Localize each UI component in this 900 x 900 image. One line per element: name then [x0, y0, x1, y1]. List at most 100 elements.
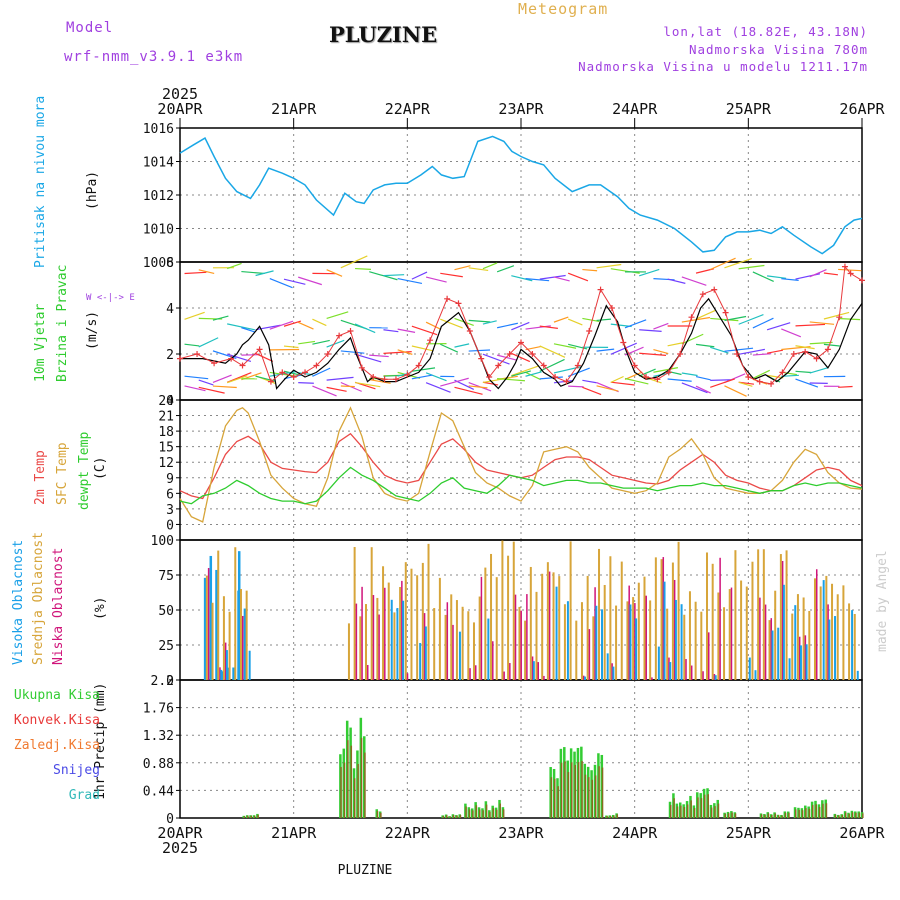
precip-bar-conv [771, 814, 773, 818]
wind-arrow [695, 375, 711, 381]
cloud-bar-low [651, 677, 653, 680]
wind-arrow [553, 316, 569, 323]
precip-bar-conv [247, 815, 249, 818]
y-tick-label: 6 [166, 256, 174, 271]
wind-arrow [639, 268, 660, 277]
cloud-bar-low [764, 604, 767, 680]
wind-arrow [838, 385, 853, 388]
wind-arrow [567, 367, 590, 378]
wind-arrow [440, 343, 459, 353]
precip-bar-conv [475, 805, 478, 818]
cloud-bar-mid [347, 623, 350, 680]
wind-unit: (m/s) [85, 311, 100, 350]
wind-arrow [283, 345, 299, 349]
wind-arrow [525, 371, 541, 381]
cloud-bar-high [566, 601, 569, 680]
x-tick-label-top: 25APR [726, 100, 772, 118]
cloud-bar-mid [205, 575, 208, 680]
wind-arrow [596, 263, 622, 269]
precip-bar-conv [764, 814, 766, 818]
precip-bar-conv [760, 814, 763, 818]
wind-arrow [241, 327, 256, 333]
cloud-bar-low [526, 594, 528, 680]
wind-arrow [582, 268, 598, 272]
wind-arrow [226, 353, 252, 362]
gust-marker [677, 351, 684, 357]
cloud-bar-mid [740, 580, 743, 680]
precip-bar-conv [550, 777, 553, 818]
precip-bar-conv [788, 812, 790, 818]
gust-marker [518, 339, 524, 346]
wind-arrow [511, 321, 530, 331]
wind-arrow [411, 374, 433, 380]
cloud-bar-mid [512, 541, 515, 680]
cloud-bar-high [777, 627, 780, 680]
gust-marker [302, 369, 309, 376]
cloud-bar-mid [529, 566, 532, 680]
cloud-bar-mid [387, 582, 390, 680]
cloud-bar-mid [467, 611, 470, 680]
cloud-bar-mid [370, 547, 373, 680]
wind-arrow [681, 276, 707, 286]
y-tick-label: 6 [166, 487, 174, 502]
gust-marker [699, 291, 706, 298]
y-tick-label: 25 [158, 639, 174, 654]
wind-arrow [482, 320, 497, 325]
wind-arrow [383, 329, 399, 333]
cloud-unit: (%) [93, 597, 108, 620]
cloud-bar-low [469, 668, 471, 680]
wind-arrow [397, 277, 423, 284]
x-tick-label-bottom: 24APR [612, 824, 658, 842]
gust-marker [427, 337, 434, 344]
precip-bar-conv [774, 813, 777, 818]
wind-arrow [653, 322, 669, 330]
precip-bar-conv [489, 811, 491, 818]
cloud-bar-mid [518, 606, 521, 680]
y-tick-label: 50 [158, 604, 174, 619]
precip-bar-conv [841, 814, 844, 818]
cloud-title-high: Visoka Oblacnost [11, 540, 26, 665]
precip-bar-conv [571, 762, 573, 818]
wind-arrow [752, 353, 772, 356]
cloud-bar-mid [626, 601, 629, 680]
precip-bar-conv [606, 816, 608, 818]
cloud-bar-mid [353, 546, 356, 680]
precip-bar-conv [584, 774, 587, 818]
cloud-bar-low [815, 569, 818, 680]
wind-arrow [653, 349, 669, 355]
gust-marker [665, 369, 672, 376]
wind-arrow [184, 375, 209, 380]
precip-bar-conv [848, 813, 850, 818]
y-tick-label: 0 [166, 812, 174, 827]
y-tick-label: 0 [166, 394, 174, 409]
precip-bar-conv [727, 813, 730, 818]
cloud-bar-low [827, 604, 829, 680]
gust-marker [688, 314, 695, 321]
cloud-bar-high [390, 599, 393, 680]
wind-arrow [397, 328, 416, 333]
cloud-bar-low [645, 595, 647, 680]
precip-bar-conv [673, 798, 675, 818]
year-label-bottom: 2025 [162, 839, 198, 857]
precip-bar-conv [347, 740, 349, 818]
wind-arrow [582, 317, 600, 323]
gust-marker [486, 374, 493, 380]
wind-arrow [610, 342, 637, 355]
panel-precip [176, 679, 863, 819]
wind-arrow [354, 381, 381, 388]
precip-bar-conv [468, 809, 471, 818]
wind-arrow [269, 277, 293, 289]
precip-bar-conv [343, 762, 346, 818]
wind-arrow [838, 268, 862, 272]
wind-arrow [482, 353, 510, 365]
cloud-bar-mid [774, 590, 777, 680]
cloud-bar-mid [507, 555, 510, 680]
cloud-bar-mid [768, 620, 771, 680]
cloud-bar-low [446, 602, 449, 680]
wind-arrow [653, 367, 679, 373]
cloud-bar-low [492, 641, 494, 680]
wind-arrow [454, 343, 470, 348]
precip-bar-conv [560, 762, 563, 818]
cloud-bar-low [634, 603, 636, 680]
wind-arrow [369, 271, 398, 281]
